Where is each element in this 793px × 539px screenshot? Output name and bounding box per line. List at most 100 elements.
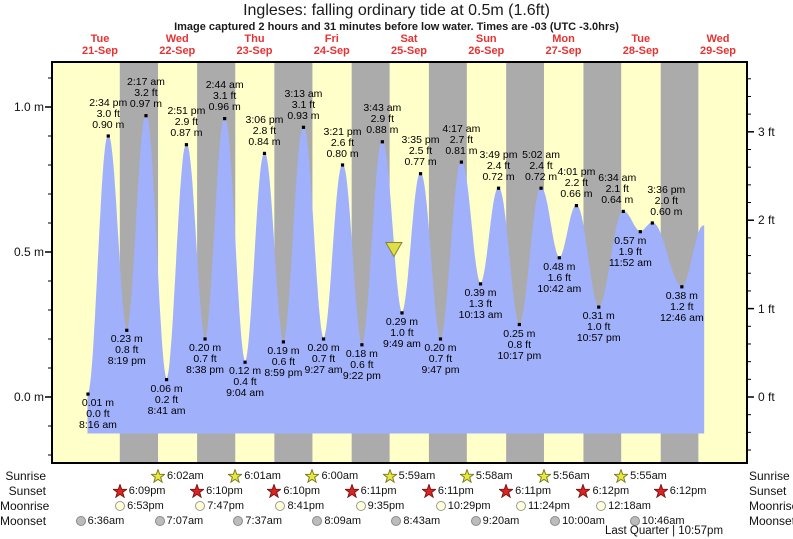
sunset-time: 6:12pm <box>669 485 707 497</box>
extreme-m: 0.87 m <box>170 127 203 140</box>
tide-extreme-dot <box>203 337 207 341</box>
moonrise-circle-icon <box>355 501 366 511</box>
extreme-ft: 0.0 ft <box>86 408 110 421</box>
extreme-time: 10:42 am <box>537 282 582 295</box>
day-label: Mon 27-Sep <box>526 33 602 57</box>
tide-low-label: 0.39 m 1.3 ft 10:13 am <box>421 287 541 321</box>
moonset-time: 7:37am <box>245 515 283 527</box>
moon-phase-text: Last Quarter | 10:57pm <box>604 525 724 537</box>
tide-extreme-dot <box>144 114 148 118</box>
sunset-event: 6:11pm <box>421 484 474 498</box>
tide-low-label: 0.20 m 0.7 ft 9:27 am <box>264 343 384 376</box>
tide-extreme-dot <box>680 285 684 289</box>
extreme-m: 0.06 m <box>150 382 183 395</box>
sunset-event: 6:12pm <box>576 484 629 498</box>
day-label: Tue 21-Sep <box>62 33 138 57</box>
day-label: Wed 29-Sep <box>680 33 756 57</box>
moonset-event: 10:46am <box>629 514 685 528</box>
sunrise-star-icon <box>614 469 629 483</box>
extreme-ft: 1.3 ft <box>468 297 493 310</box>
tide-extreme-dot <box>164 378 169 382</box>
tide-extreme-dot <box>496 186 501 190</box>
sunset-time: 6:10pm <box>206 485 243 497</box>
tide-low-label: 0.20 m 0.7 ft 8:38 pm <box>145 343 265 376</box>
tide-extreme-dot <box>262 151 267 155</box>
extreme-ft: 2.5 ft <box>408 145 433 158</box>
tide-extreme-dot <box>243 360 247 364</box>
extreme-ft: 2.2 ft <box>564 177 589 190</box>
extreme-m: 0.19 m <box>267 344 300 357</box>
astro-row-label-moonset-left: Moonset <box>0 514 47 528</box>
extreme-m: 0.84 m <box>248 135 281 148</box>
tide-low-label: 0.12 m 0.4 ft 9:04 am <box>185 366 305 399</box>
extreme-ft: 0.4 ft <box>233 376 257 389</box>
day-label-date: 22-Sep <box>159 45 196 57</box>
tide-extreme-dot <box>438 337 443 341</box>
extreme-time: 3:36 pm <box>647 183 686 196</box>
tide-extreme-dot <box>638 230 642 234</box>
extreme-ft: 2.4 ft <box>486 159 511 172</box>
moonrise-circle-icon <box>115 501 126 511</box>
sunrise-event: 5:58am <box>459 469 513 483</box>
extreme-time: 2:51 pm <box>167 105 206 118</box>
sunrise-time: 6:02am <box>167 470 204 482</box>
extreme-m: 0.12 m <box>228 365 262 378</box>
sunrise-star-icon <box>459 469 474 483</box>
extreme-m: 0.01 m <box>81 397 115 410</box>
tide-high-label: 2:51 pm 2.9 ft 0.87 m <box>126 106 246 139</box>
extreme-ft: 2.9 ft <box>174 116 199 129</box>
extreme-ft: 0.8 ft <box>507 338 532 351</box>
sunset-time: 6:09pm <box>128 485 166 497</box>
moonset-time: 10:00am <box>562 515 605 527</box>
tide-extreme-dot <box>223 117 227 121</box>
tide-high-label: 2:34 pm 3.0 ft 0.90 m <box>48 97 168 131</box>
moonrise-time: 6:53pm <box>127 500 164 512</box>
moonset-time: 10:46am <box>641 515 685 527</box>
sunset-star-icon <box>576 484 591 498</box>
moonrise-event: 6:53pm <box>115 499 164 513</box>
extreme-m: 0.20 m <box>424 342 457 354</box>
sunset-time: 6:11pm <box>515 485 552 497</box>
tide-extreme-dot <box>106 134 110 138</box>
tide-low-label: 0.06 m 0.2 ft 8:41 am <box>107 382 227 417</box>
sunset-event: 6:10pm <box>267 484 320 498</box>
extreme-m: 0.31 m <box>582 310 615 323</box>
day-label-date: 23-Sep <box>236 45 273 57</box>
extreme-m: 0.80 m <box>326 147 359 160</box>
extreme-m: 0.48 m <box>543 260 576 273</box>
astro-row-label-sunrise-left: Sunrise <box>5 469 46 483</box>
tide-extreme-dot <box>621 209 625 213</box>
sunset-time: 6:12pm <box>592 485 630 497</box>
extreme-time: 2:44 am <box>205 79 244 92</box>
tide-high-label: 3:21 pm 2.6 ft 0.80 m <box>283 126 403 160</box>
tide-low-label: 0.31 m 1.0 ft 10:57 pm <box>539 311 659 344</box>
tide-extreme-dot <box>650 221 654 225</box>
moonset-time: 6:36am <box>87 515 125 527</box>
day-label: Wed 22-Sep <box>139 33 215 57</box>
extreme-m: 0.64 m <box>601 193 634 206</box>
sunrise-star-icon <box>305 469 320 483</box>
y-axis-right-label: 1 ft <box>758 301 775 316</box>
extreme-time: 8:38 pm <box>186 364 224 376</box>
extreme-m: 0.23 m <box>110 333 143 346</box>
day-label-date: 21-Sep <box>81 45 119 57</box>
extreme-time: 3:06 pm <box>245 113 284 126</box>
tide-extreme-dot <box>184 143 189 147</box>
sunrise-time: 6:00am <box>321 470 359 482</box>
sunrise-time: 5:56am <box>552 470 590 482</box>
tide-high-label: 3:49 pm 2.4 ft 0.72 m <box>439 149 559 183</box>
day-label-dow: Wed <box>706 33 730 45</box>
extreme-time: 8:16 am <box>78 419 117 432</box>
moonset-circle-icon <box>550 516 561 526</box>
extreme-time: 12:46 am <box>659 311 704 324</box>
extreme-ft: 2.1 ft <box>605 182 629 195</box>
extreme-time: 9:47 pm <box>421 364 460 376</box>
tide-high-label: 3:13 am 3.1 ft 0.93 m <box>243 88 363 122</box>
day-label-dow: Wed <box>165 33 189 45</box>
moonrise-event: 8:41pm <box>275 499 324 513</box>
tide-low-label: 0.25 m 0.8 ft 10:17 pm <box>459 328 579 362</box>
tide-low-label: 0.20 m 0.7 ft 9:47 pm <box>380 343 500 376</box>
tide-high-label: 3:35 pm 2.5 ft 0.77 m <box>361 135 481 168</box>
